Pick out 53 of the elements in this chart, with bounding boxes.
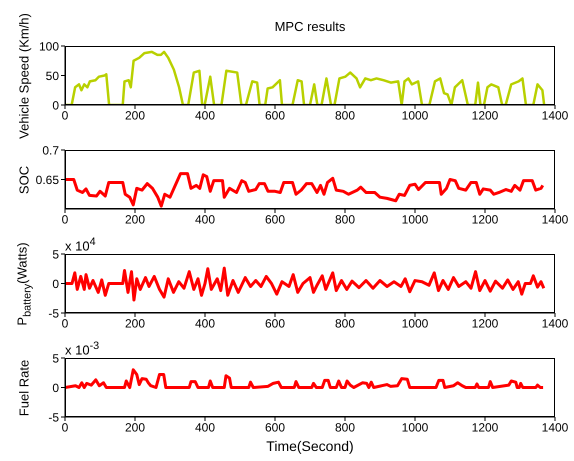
x-tick-label: 200 [124,212,146,227]
x-tick-label: 400 [194,108,216,123]
x-tick-label: 400 [194,420,216,435]
y-axis-title: SOC [16,165,32,194]
x-tick-label: 800 [334,212,356,227]
y-tick-label: 0 [52,276,60,291]
x-tick-label: 200 [124,420,146,435]
x-tick-label: 600 [264,316,286,331]
y-tick-label: 0.65 [36,172,60,187]
x-tick-label: 1200 [472,316,499,331]
x-tick-label: 200 [124,316,146,331]
x-tick-label: 800 [334,420,356,435]
y-tick-label: 100 [38,39,60,54]
x-tick-label: 0 [62,420,69,435]
x-tick-label: 400 [194,316,216,331]
text: x 10$^{4}$ [65,236,96,254]
x-tick-label: 0 [62,212,69,227]
x-tick-label: 1200 [472,108,499,123]
line-series [65,172,544,208]
x-tick-label: 600 [264,420,286,435]
x-tick-label: 1000 [402,212,429,227]
y-tick-label: 50 [46,68,60,83]
y-tick-label: 0 [52,380,60,395]
x-tick-label: 1200 [472,420,499,435]
x-tick-label: 0 [62,316,69,331]
x-tick-label: 1400 [542,316,569,331]
text: x 10$^{-3}$ [65,340,100,358]
y-tick-label: 0.7 [42,143,60,158]
x-tick-label: 200 [124,108,146,123]
y-tick-label: 0 [52,98,60,112]
x-axis-title: Time(Second) [266,438,354,454]
y-axis-title: Fuel Rate [16,359,32,416]
x-tick-label: 1400 [542,420,569,435]
x-tick-label: 0 [62,108,69,123]
x-tick-label: 600 [264,212,286,227]
x-tick-label: 1200 [472,212,499,227]
line-series [65,266,546,302]
y-tick-label: -5 [48,410,60,424]
line-series [65,368,545,389]
x-tick-label: 800 [334,316,356,331]
x-tick-label: 1000 [402,420,429,435]
x-tick-label: 400 [194,212,216,227]
x-tick-label: 1000 [402,108,429,123]
chart-title: MPC results [274,19,346,34]
y-tick-label: -5 [48,306,60,320]
y-tick-label: 5 [52,351,60,366]
y-axis-title: Vehicle Speed (Km/h) [16,12,32,138]
x-tick-label: 800 [334,108,356,123]
y-tick-label: 5 [52,247,60,262]
x-tick-label: 600 [264,108,286,123]
x-tick-label: 1000 [402,316,429,331]
x-tick-label: 1400 [542,212,569,227]
x-tick-label: 1400 [542,108,569,123]
